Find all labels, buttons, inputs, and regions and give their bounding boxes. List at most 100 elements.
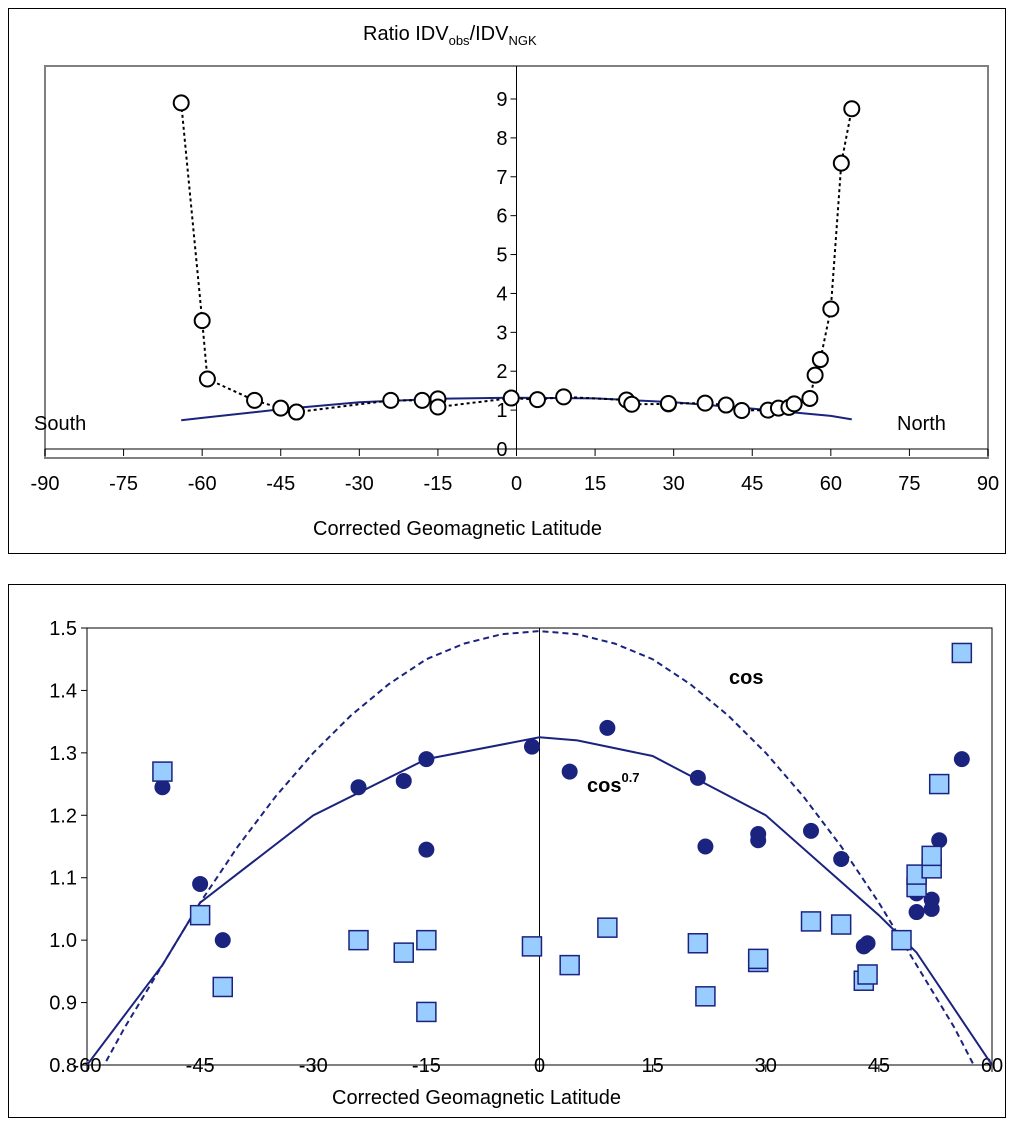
data-point bbox=[623, 395, 641, 413]
annotation-cos: cos bbox=[729, 667, 763, 689]
square-point bbox=[559, 954, 580, 976]
y-tick-label: 0 bbox=[496, 439, 507, 461]
square-point bbox=[416, 1001, 437, 1023]
data-point bbox=[659, 395, 677, 412]
square-point bbox=[348, 929, 369, 951]
filled-point bbox=[418, 841, 435, 858]
data-point bbox=[193, 312, 211, 330]
square-point bbox=[921, 845, 942, 867]
filled-point bbox=[418, 751, 435, 768]
x-tick-label: 90 bbox=[977, 473, 999, 495]
square-point bbox=[857, 964, 878, 985]
x-tick-label: 45 bbox=[741, 473, 763, 495]
data-point bbox=[696, 394, 714, 412]
y-tick-label: 7 bbox=[496, 167, 507, 189]
data-point bbox=[272, 399, 290, 417]
data-point bbox=[287, 403, 305, 421]
x-tick-label: -45 bbox=[266, 473, 295, 495]
data-point bbox=[822, 300, 840, 318]
y-tick-label: 0.8 bbox=[49, 1055, 77, 1077]
filled-point bbox=[154, 779, 171, 796]
y-tick-label: 1.4 bbox=[49, 680, 77, 702]
filled-point bbox=[350, 779, 367, 796]
square-point bbox=[597, 917, 618, 938]
data-point bbox=[806, 366, 824, 384]
x-tick-label: 0 bbox=[534, 1055, 545, 1077]
fit-chart: 0.8 0.9 1.0 1.1 1.2 1.3 1.4 1.5 -60 -45 -30 -15 0 15 3… bbox=[49, 618, 1003, 1109]
y-tick-label: 1.2 bbox=[49, 805, 77, 827]
data-point bbox=[832, 154, 850, 172]
y-tick-label: 1.5 bbox=[49, 618, 77, 640]
filled-point bbox=[395, 772, 412, 789]
x-tick-label: 15 bbox=[584, 473, 606, 495]
data-point bbox=[198, 370, 216, 388]
data-point bbox=[733, 402, 751, 419]
y-tick-label: 1.0 bbox=[49, 930, 77, 952]
cos-curve bbox=[102, 630, 975, 1065]
filled-point bbox=[953, 751, 970, 768]
data-point bbox=[413, 391, 431, 409]
filled-point bbox=[599, 719, 616, 736]
annotation-cos-07: cos0.7 bbox=[587, 770, 640, 797]
chart-panel-bottom: 0.8 0.9 1.0 1.1 1.2 1.3 1.4 1.5 -60 -45 -30 -15 0 15 3… bbox=[8, 584, 1006, 1118]
data-point bbox=[429, 398, 447, 416]
y-tick-label: 1.1 bbox=[49, 868, 77, 890]
x-tick-label: -60 bbox=[73, 1055, 102, 1077]
square-point bbox=[152, 761, 173, 782]
data-point bbox=[811, 351, 829, 369]
square-point bbox=[891, 929, 912, 951]
x-tick-label: 30 bbox=[663, 473, 685, 495]
x-tick-label: 15 bbox=[642, 1055, 664, 1077]
data-point bbox=[502, 389, 520, 407]
chart-panel-top: Ratio IDVobs/IDVNGK 0 1 2 3 4 5 6 7 8 9 -90 -75 -60-… bbox=[8, 8, 1006, 554]
x-tick-label: -90 bbox=[31, 473, 60, 495]
square-point bbox=[416, 929, 437, 951]
data-point bbox=[717, 396, 735, 414]
filled-point bbox=[214, 932, 231, 949]
square-point bbox=[189, 904, 211, 926]
y-tick-label: 9 bbox=[496, 89, 507, 111]
filled-point bbox=[561, 763, 578, 780]
filled-point bbox=[192, 875, 209, 892]
y-tick-label: 5 bbox=[496, 245, 507, 267]
data-point bbox=[801, 389, 819, 407]
square-point bbox=[747, 948, 769, 970]
y-tick-label: 2 bbox=[496, 361, 507, 383]
x-tick-label: -15 bbox=[412, 1055, 441, 1077]
annotation-south: South bbox=[34, 413, 86, 435]
x-tick-label: -75 bbox=[109, 473, 138, 495]
x-tick-label: -15 bbox=[423, 473, 452, 495]
x-axis-label: Corrected Geomagnetic Latitude bbox=[313, 518, 602, 540]
square-point bbox=[521, 936, 543, 957]
filled-point bbox=[689, 769, 706, 786]
filled-point bbox=[833, 850, 850, 867]
y-tick-label: 1 bbox=[496, 400, 507, 422]
square-point bbox=[695, 986, 716, 1007]
data-point bbox=[528, 391, 546, 409]
square-point bbox=[928, 773, 950, 795]
y-tick-label: 1.3 bbox=[49, 743, 77, 765]
x-tick-label: 60 bbox=[820, 473, 842, 495]
data-point bbox=[172, 94, 190, 112]
y-tick-label: 0.9 bbox=[49, 993, 77, 1015]
y-tick-label: 6 bbox=[496, 206, 507, 228]
square-point bbox=[212, 976, 233, 998]
x-axis-label: Corrected Geomagnetic Latitude bbox=[332, 1087, 621, 1109]
x-tick-label: -30 bbox=[345, 473, 374, 495]
x-tick-label: 0 bbox=[511, 473, 522, 495]
y-tick-label: 8 bbox=[496, 128, 507, 150]
y-tick-label: 3 bbox=[496, 322, 507, 344]
filled-point bbox=[523, 738, 540, 755]
y-tick-label: 4 bbox=[496, 283, 507, 305]
filled-point bbox=[931, 832, 948, 849]
x-tick-label: -60 bbox=[188, 473, 217, 495]
square-point bbox=[830, 914, 852, 935]
square-point bbox=[687, 933, 709, 954]
filled-point bbox=[803, 822, 819, 839]
data-point bbox=[382, 391, 400, 409]
x-tick-label: 75 bbox=[898, 473, 920, 495]
annotation-north: North bbox=[897, 413, 946, 435]
filled-point bbox=[697, 838, 714, 855]
square-point bbox=[951, 642, 973, 664]
